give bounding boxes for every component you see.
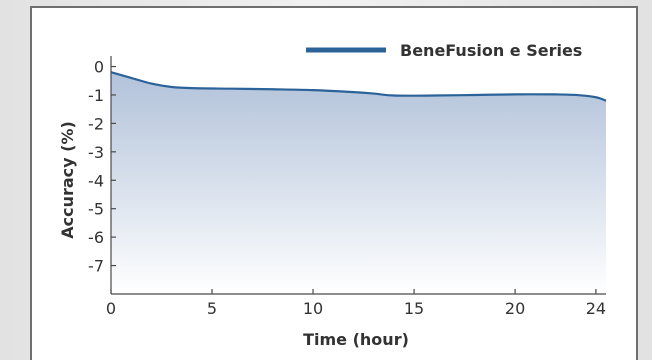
y-tick-label: -2 bbox=[88, 114, 104, 133]
y-tick-label: -4 bbox=[88, 171, 104, 190]
y-tick-label: -7 bbox=[88, 257, 104, 276]
legend: BeneFusion e Series bbox=[306, 41, 582, 60]
series-line-benefusion bbox=[110, 71, 607, 102]
plot-area: 0 -1 -2 -3 -4 -5 -6 -7 0 5 10 15 20 24 bbox=[88, 56, 607, 318]
y-tick-label: -1 bbox=[88, 86, 104, 105]
y-tick-label: -5 bbox=[88, 200, 104, 219]
series-area-benefusion bbox=[111, 72, 606, 295]
x-tick-label: 0 bbox=[106, 299, 116, 318]
y-tick-label: -6 bbox=[88, 228, 104, 247]
y-tick-label: 0 bbox=[94, 58, 104, 77]
legend-label: BeneFusion e Series bbox=[400, 41, 582, 60]
y-axis-label: Accuracy (%) bbox=[58, 121, 77, 239]
x-tick-label: 15 bbox=[404, 299, 424, 318]
x-tick-label: 5 bbox=[207, 299, 217, 318]
x-axis-label: Time (hour) bbox=[303, 330, 409, 349]
x-tick-label: 20 bbox=[505, 299, 525, 318]
x-tick-label: 24 bbox=[586, 299, 606, 318]
x-tick-label: 10 bbox=[303, 299, 323, 318]
y-tick-label: -3 bbox=[88, 143, 104, 162]
